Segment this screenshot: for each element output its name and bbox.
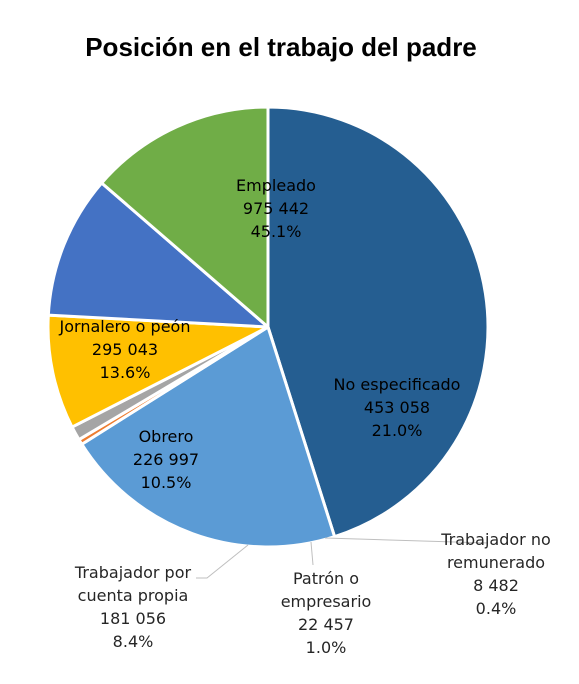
data-label-no-especificado: No especificado 453 058 21.0% xyxy=(334,375,461,440)
slice-jornalero-o-peon xyxy=(100,105,270,329)
chart-title: Posición en el trabajo del padre xyxy=(85,32,477,62)
slice-empleado xyxy=(266,105,490,539)
slice-obrero xyxy=(46,181,270,329)
data-labels: Empleado 975 442 45.1% No especificado 453 0… xyxy=(59,176,551,657)
pie-slices xyxy=(46,105,490,549)
data-label-obrero: Obrero 226 997 10.5% xyxy=(133,427,199,492)
leader-line-patron-o-empresario xyxy=(310,541,314,566)
data-label-patron-o-empresario: Patrón o empresario 22 457 1.0% xyxy=(281,569,372,657)
slice-no-especificado xyxy=(80,325,337,549)
leader-lines xyxy=(196,537,489,579)
data-label-empleado: Empleado 975 442 45.1% xyxy=(236,176,316,241)
data-label-trabajador-no-remunerado: Trabajador no remunerado 8 482 0.4% xyxy=(440,530,551,618)
data-label-jornalero-o-peon: Jornalero o peón 295 043 13.6% xyxy=(59,317,191,382)
leader-line-trabajador-por-cuenta-propia xyxy=(196,544,249,579)
data-label-trabajador-por-cuenta-propia: Trabajador por cuenta propia 181 056 8.4% xyxy=(74,563,192,651)
slice-trabajador-por-cuenta-propia xyxy=(46,313,270,429)
leader-line-trabajador-no-remunerado xyxy=(324,537,489,544)
